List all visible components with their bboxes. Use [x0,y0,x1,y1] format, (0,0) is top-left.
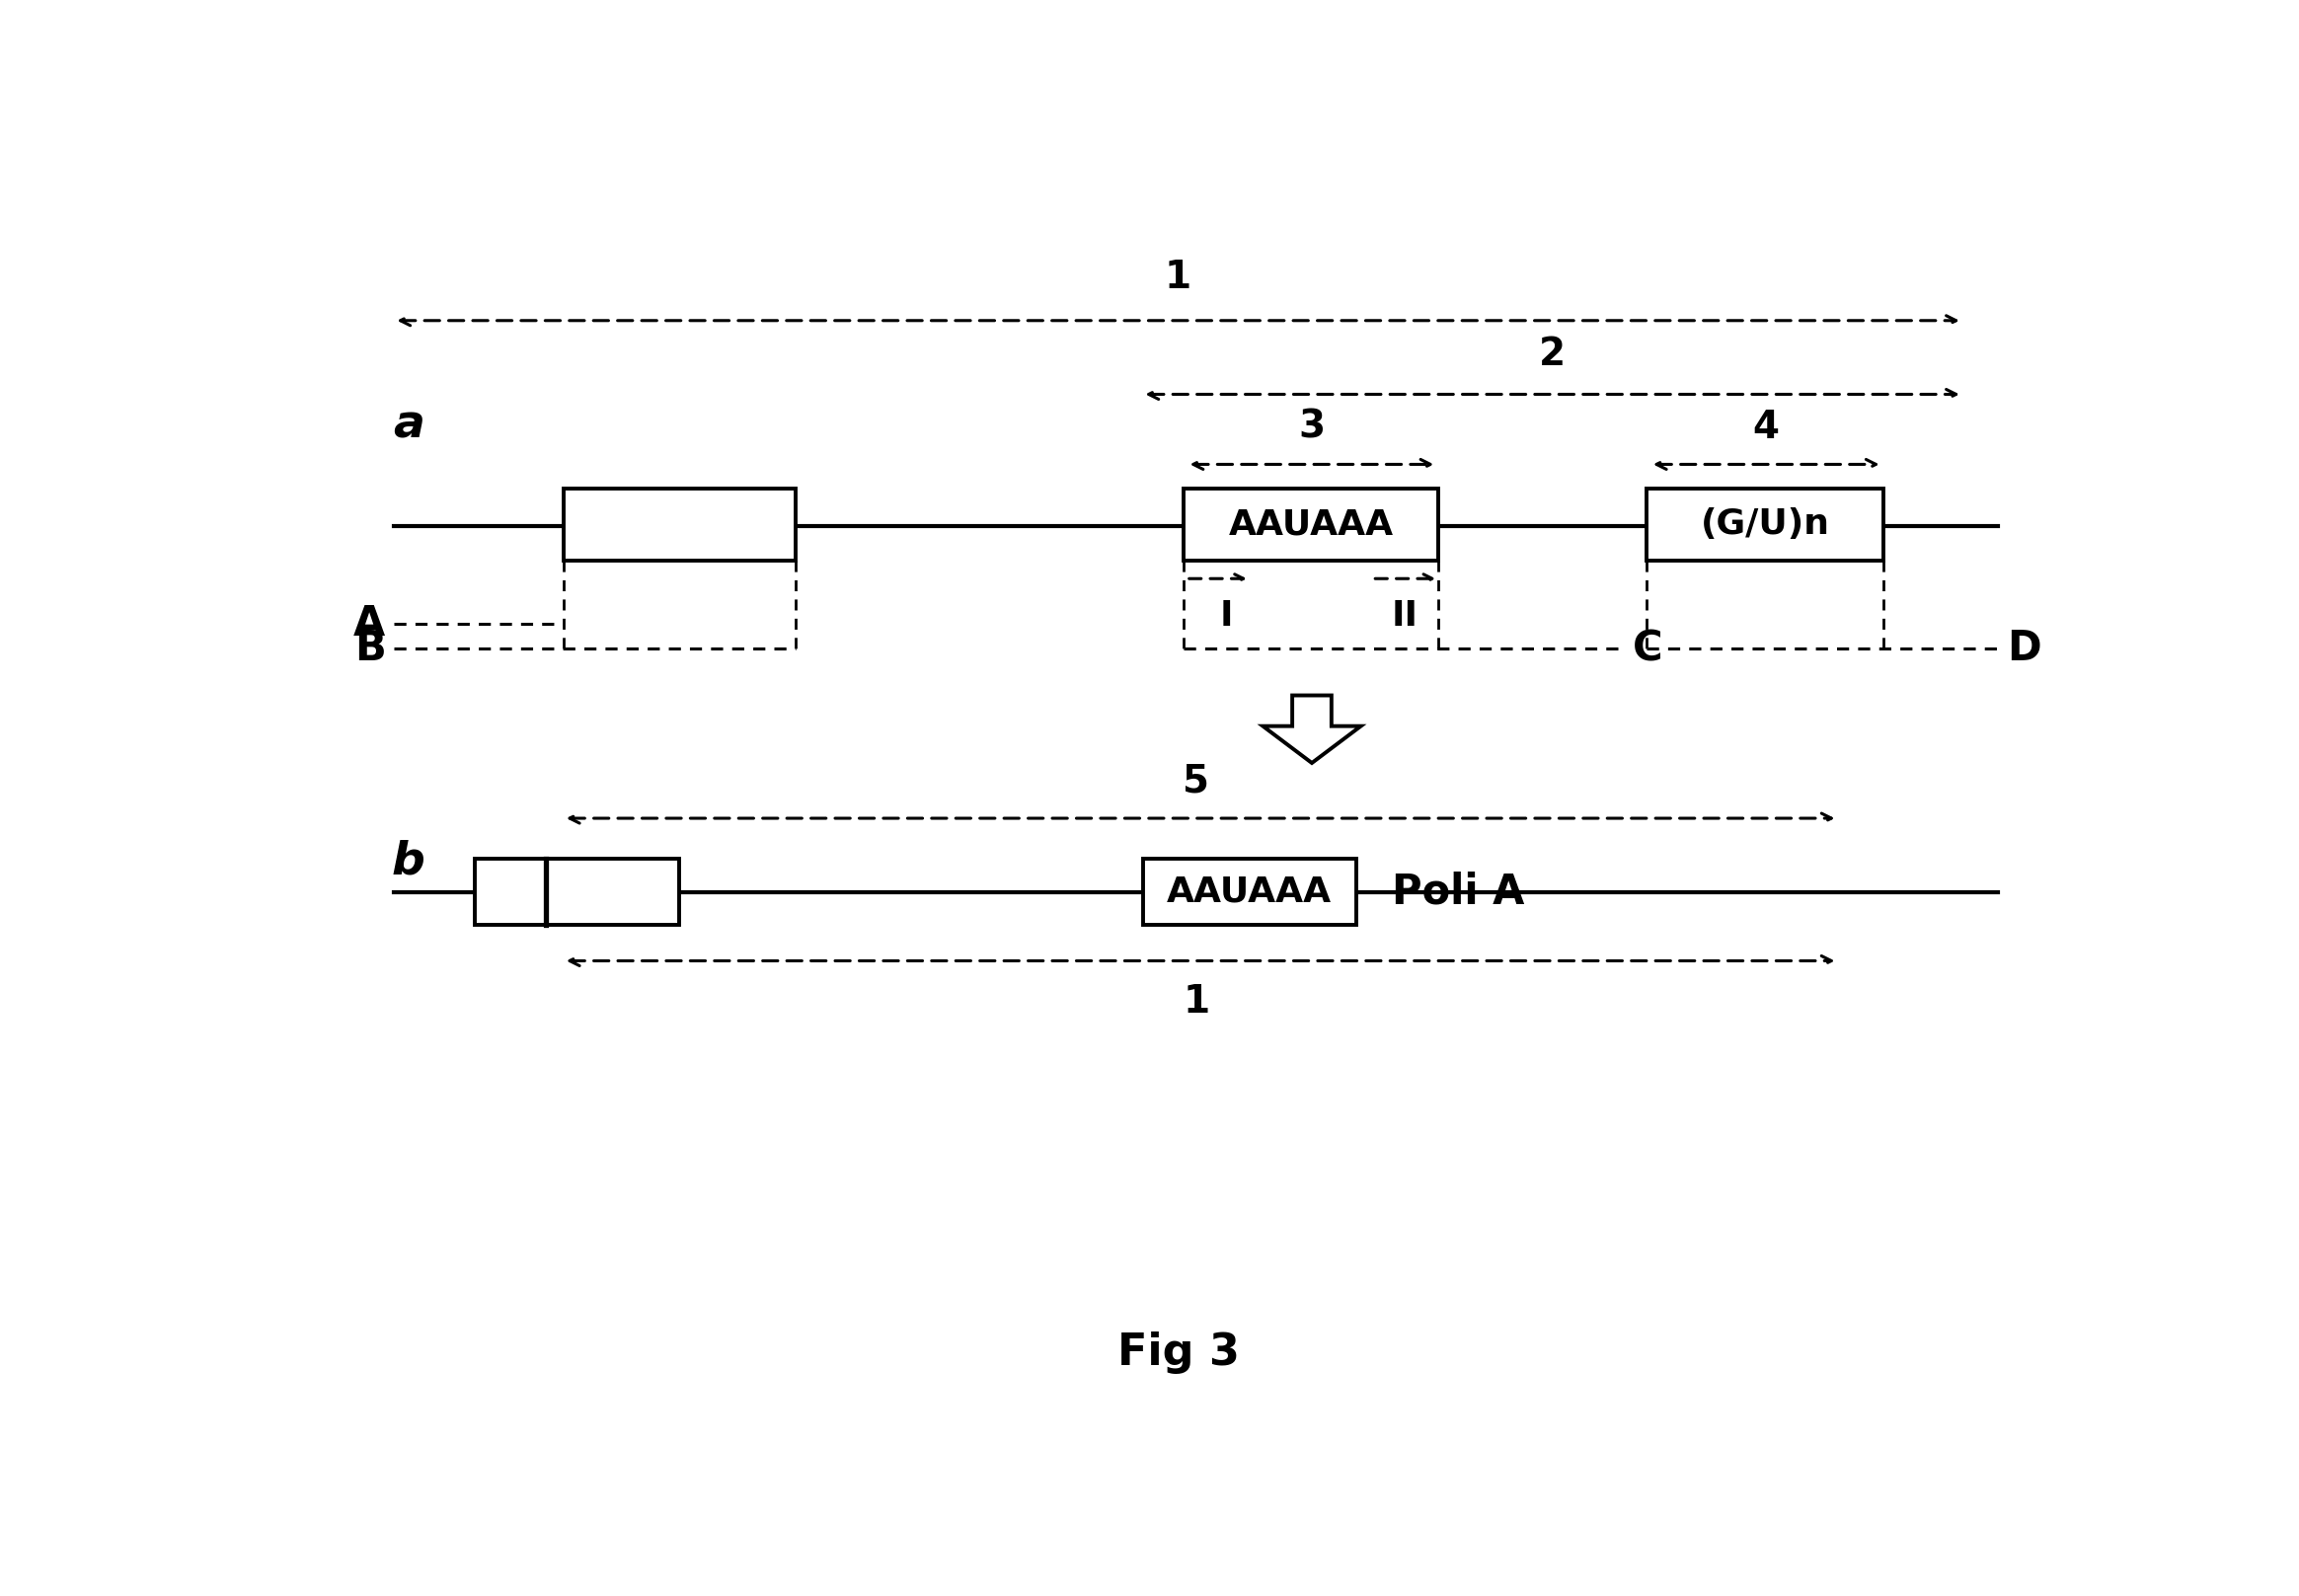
Bar [563,488,795,560]
Text: B: B [354,627,386,669]
Text: II: II [1391,600,1418,634]
Text: Poli A: Poli A [1393,871,1524,913]
Bar [474,859,681,926]
Bar [1143,859,1356,926]
Text: 5: 5 [1182,763,1209,800]
Text: AAUAAA: AAUAAA [1168,875,1331,908]
Text: 1: 1 [1182,983,1209,1020]
Text: AAUAAA: AAUAAA [1228,508,1393,541]
Text: C: C [1632,627,1662,669]
Text: D: D [2007,627,2042,669]
Text: (G/U)n: (G/U)n [1701,508,1830,541]
Text: I: I [1221,600,1232,634]
Bar [1184,488,1439,560]
Text: 4: 4 [1752,409,1779,445]
Text: 2: 2 [1538,335,1566,373]
Text: a: a [393,402,425,447]
Text: A: A [354,603,386,645]
Text: Fig 3: Fig 3 [1117,1331,1239,1374]
Text: 1: 1 [1166,259,1191,295]
Bar [1646,488,1883,560]
Text: 3: 3 [1299,409,1324,445]
Text: b: b [391,839,425,884]
Polygon shape [1262,696,1361,763]
